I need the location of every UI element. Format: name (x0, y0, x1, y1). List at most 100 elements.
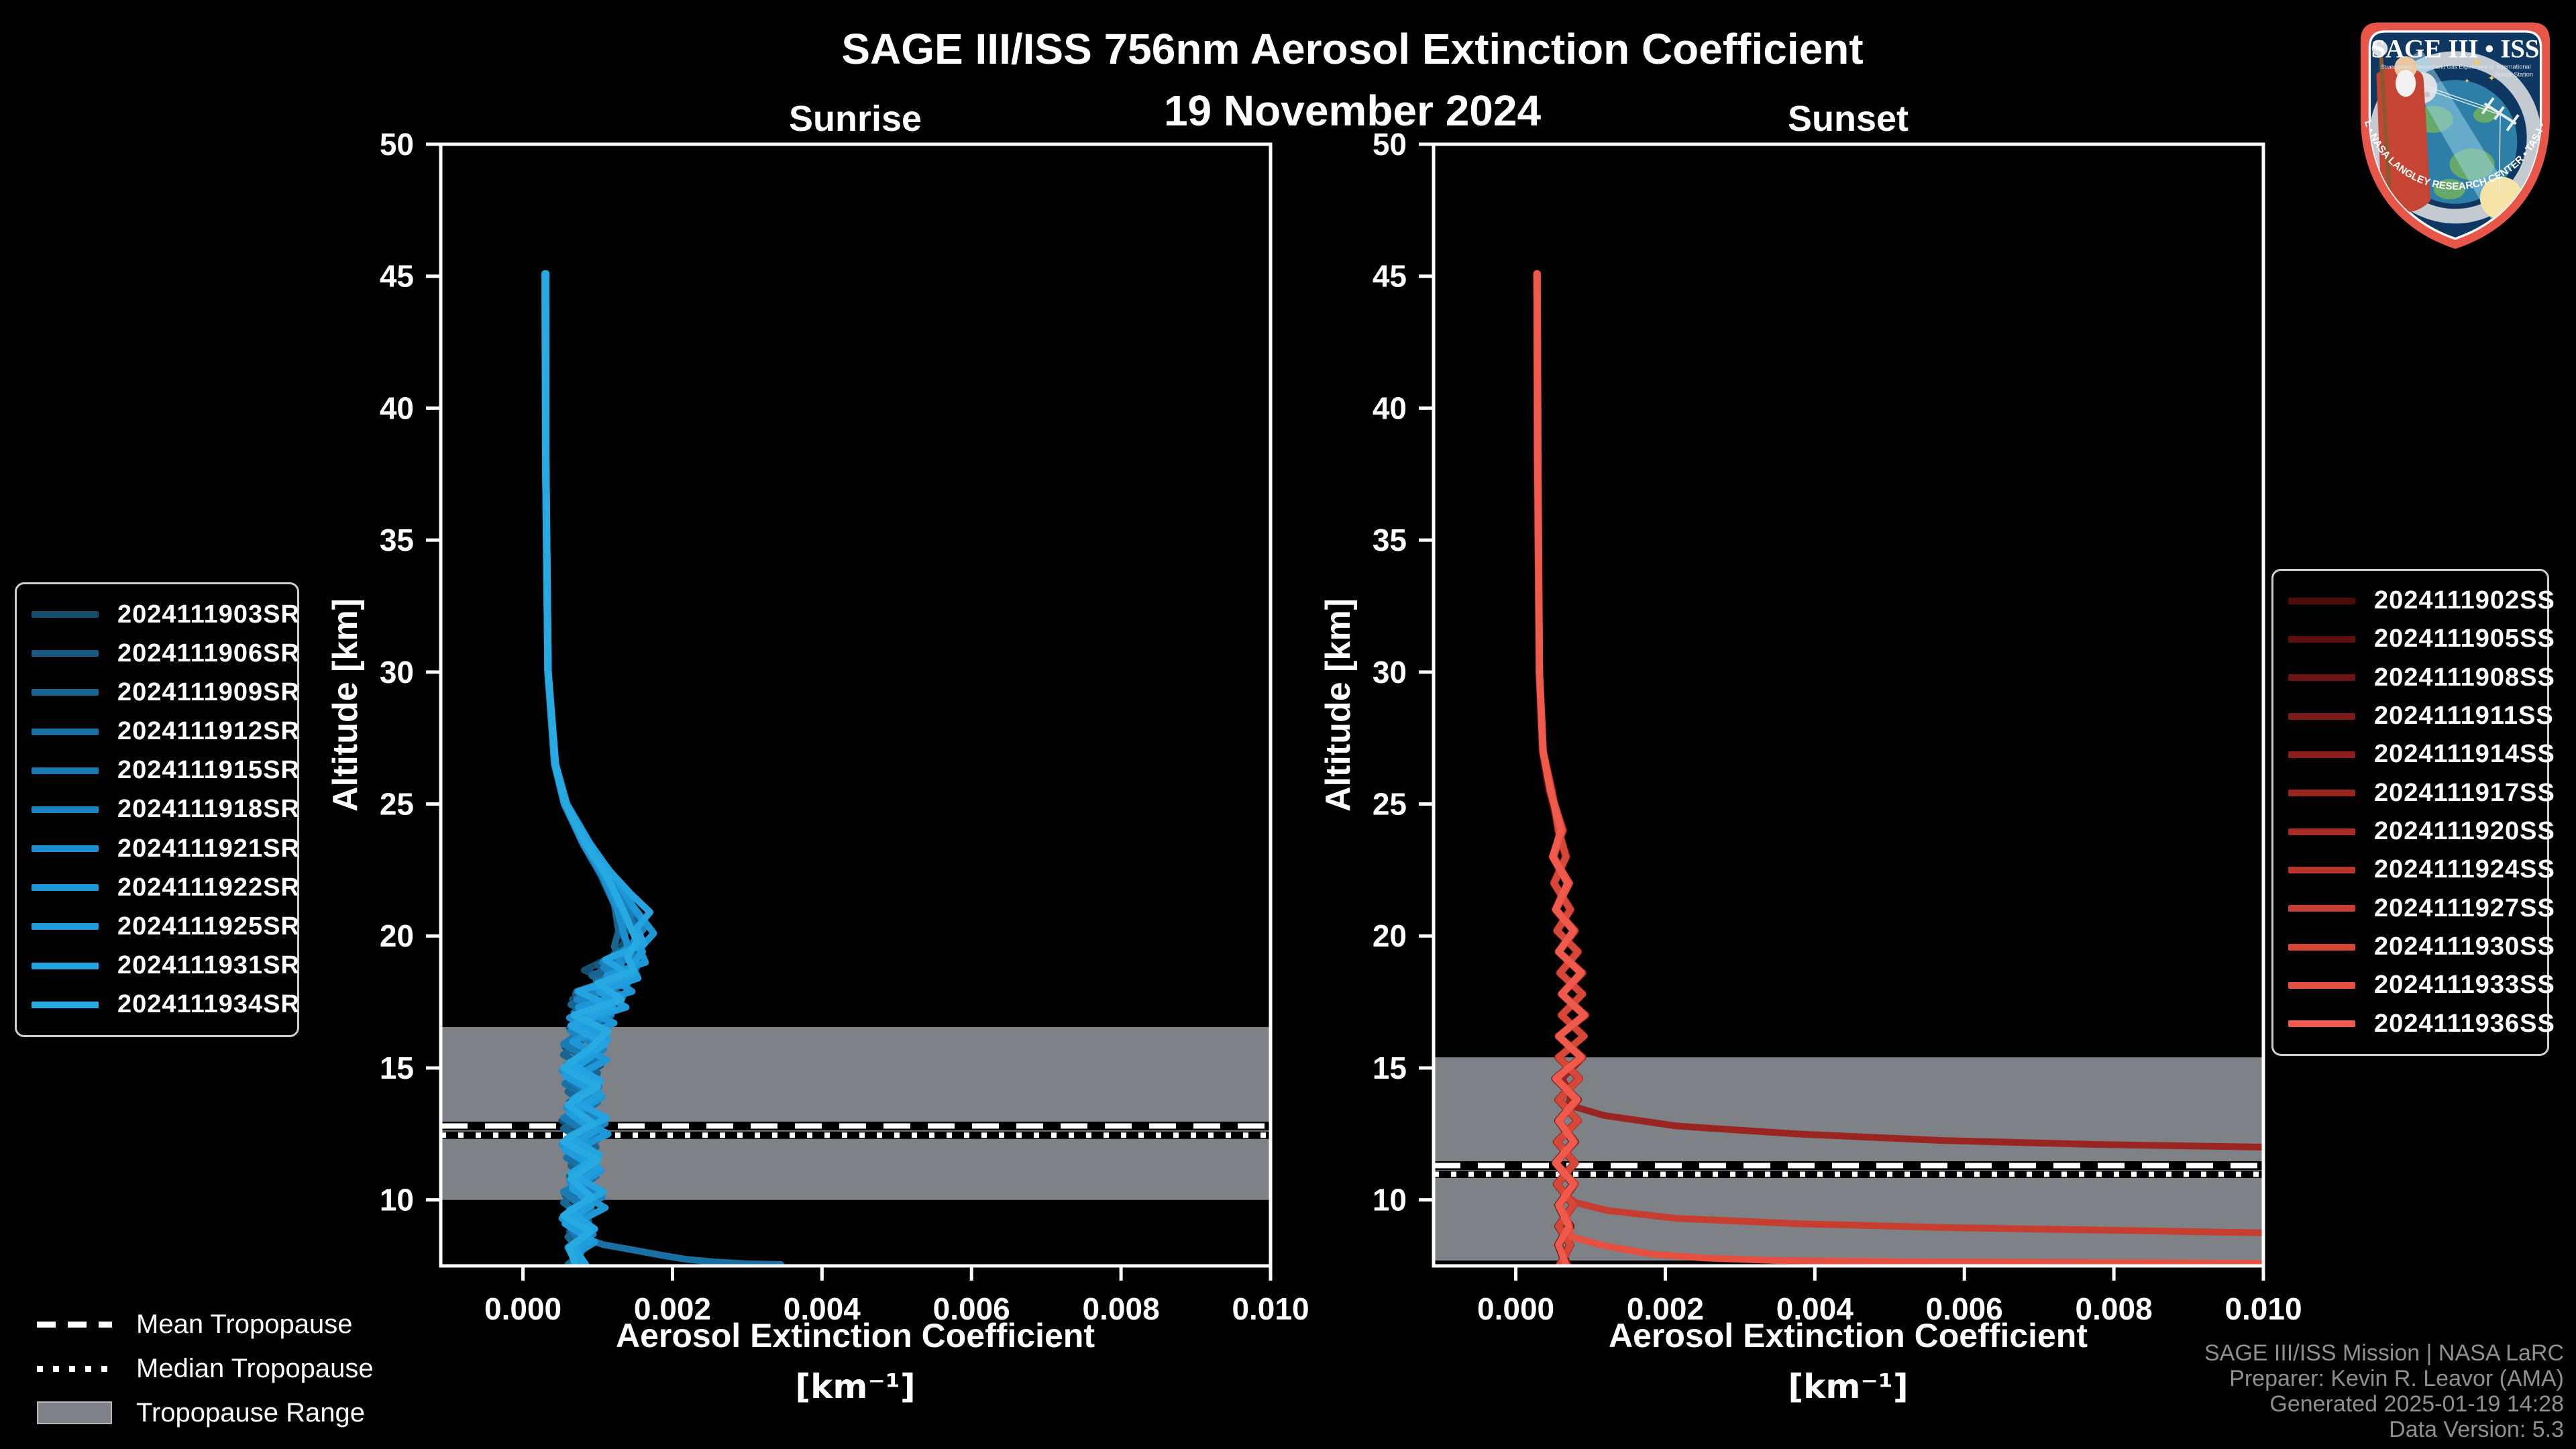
legend-item: 2024111917SS (2288, 779, 2555, 808)
legend-item-label: 2024111911SS (2374, 702, 2554, 731)
legend-item-label: 2024111903SR (117, 600, 300, 629)
logo-subtitle-iss-2: Space Station (2495, 71, 2533, 78)
legend-item: 2024111927SS (2288, 894, 2555, 923)
sunrise-x-axis-unit: [km⁻¹] (795, 1367, 916, 1406)
credit-generated: Generated 2025-01-19 14:28 (2269, 1391, 2564, 1417)
legend-item: 2024111902SS (2288, 586, 2555, 615)
legend-line-swatch (32, 806, 99, 813)
legend-item-label: 2024111925SR (117, 912, 300, 941)
legend-line-swatch (32, 728, 99, 735)
legend-line-swatch (2288, 1020, 2355, 1028)
legend-item: 2024111908SS (2288, 663, 2555, 692)
legend-item: 2024111915SR (32, 756, 299, 785)
legend-item: 2024111930SS (2288, 932, 2555, 961)
tropopause-range-legend-item: Tropopause Range (37, 1398, 374, 1428)
iss-icon (2481, 97, 2520, 131)
sunset-x-axis-label: Aerosol Extinction Coefficient (1609, 1317, 2088, 1354)
svg-text:0.000: 0.000 (484, 1291, 561, 1326)
sunrise-plot: 0.000 0.002 0.004 0.006 0.008 0.010 50 45 40 35 30… (380, 127, 1309, 1326)
legend-line-swatch (32, 767, 99, 774)
svg-text:✦: ✦ (2471, 55, 2483, 71)
legend-line-swatch (32, 884, 99, 892)
legend-line-swatch (32, 689, 99, 696)
credits-block: SAGE III/ISS Mission | NASA LaRC Prepare… (2204, 1340, 2564, 1442)
legend-line-swatch (32, 845, 99, 853)
legend-line-swatch (32, 611, 99, 619)
legend-item-label: 2024111927SS (2374, 894, 2555, 922)
sunset-panel-title: Sunset (1787, 99, 1909, 139)
gray-patch-swatch (37, 1401, 112, 1424)
legend-item-label: 2024111934SR (117, 990, 300, 1019)
sage-iss-mission-logo: ✦ ✦ ✦ SAGE III • ISS Stratospheric Aeros… (2343, 7, 2551, 249)
svg-text:0.004: 0.004 (1776, 1291, 1854, 1326)
median-tropopause-legend-item: Median Tropopause (37, 1354, 374, 1383)
svg-text:50: 50 (380, 127, 414, 162)
svg-text:10: 10 (1373, 1183, 1407, 1218)
svg-text:25: 25 (1373, 787, 1407, 822)
svg-text:0.008: 0.008 (1083, 1291, 1160, 1326)
tropopause-legend: Mean Tropopause Median Tropopause Tropop… (37, 1309, 374, 1428)
legend-item: 2024111934SR (32, 990, 299, 1019)
legend-item-label: 2024111920SS (2374, 817, 2555, 846)
svg-text:30: 30 (380, 655, 414, 690)
svg-text:✦: ✦ (2488, 74, 2496, 84)
legend-item-label: 2024111918SR (117, 795, 300, 824)
legend-line-swatch (32, 650, 99, 657)
legend-line-swatch (2288, 828, 2355, 835)
legend-item: 2024111918SR (32, 795, 299, 824)
legend-item: 2024111906SR (32, 639, 299, 668)
svg-text:20: 20 (380, 918, 414, 953)
svg-text:0.006: 0.006 (933, 1291, 1010, 1326)
legend-item-label: 2024111908SS (2374, 663, 2555, 692)
legend-item-label: 2024111915SR (117, 756, 300, 785)
legend-item-label: 2024111936SS (2374, 1009, 2555, 1038)
legend-line-swatch (2288, 981, 2355, 989)
credit-mission: SAGE III/ISS Mission | NASA LaRC (2204, 1340, 2564, 1366)
dashed-line-swatch (37, 1321, 112, 1328)
legend-item: 2024111925SR (32, 912, 299, 941)
svg-text:30: 30 (1373, 655, 1407, 690)
legend-item-label: 2024111909SR (117, 678, 300, 706)
sunrise-x-axis-label: Aerosol Extinction Coefficient (616, 1317, 1095, 1354)
legend-line-swatch (32, 962, 99, 969)
svg-text:50: 50 (1373, 127, 1407, 162)
legend-item-label: 2024111921SR (117, 834, 300, 863)
legend-item: 2024111912SR (32, 717, 299, 746)
sunrise-panel-title: Sunrise (788, 99, 922, 139)
legend-item-label: 2024111922SR (117, 873, 300, 902)
logo-title: SAGE III • ISS (2371, 36, 2540, 64)
legend-line-swatch (2288, 751, 2355, 758)
legend-line-swatch (2288, 866, 2355, 873)
svg-text:35: 35 (380, 523, 414, 557)
sunrise-legend: 2024111903SR 2024111906SR 2024111909SR 2024… (15, 582, 299, 1037)
legend-item: 2024111903SR (32, 600, 299, 629)
median-tropopause-label: Median Tropopause (136, 1353, 374, 1383)
legend-line-swatch (32, 923, 99, 930)
legend-item-label: 2024111914SS (2374, 740, 2555, 769)
logo-subtitle-iss-1: International (2497, 63, 2531, 70)
legend-item-label: 2024111912SR (117, 717, 300, 746)
logo-figure (2371, 40, 2431, 213)
legend-item: 2024111921SR (32, 835, 299, 863)
svg-text:20: 20 (1373, 918, 1407, 953)
svg-text:0.004: 0.004 (784, 1291, 861, 1326)
svg-text:25: 25 (380, 787, 414, 822)
legend-line-swatch (2288, 712, 2355, 720)
svg-text:0.000: 0.000 (1477, 1291, 1554, 1326)
svg-text:15: 15 (380, 1051, 414, 1085)
sunrise-y-axis-label: Altitude [km] (326, 598, 365, 812)
legend-line-swatch (2288, 597, 2355, 604)
sunset-plot: 0.000 0.002 0.004 0.006 0.008 0.010 50 45 40 35 30… (1373, 127, 2302, 1326)
sunset-legend: 2024111902SS 2024111905SS 2024111908SS 2024… (2271, 569, 2555, 1056)
legend-item: 2024111914SS (2288, 740, 2555, 769)
legend-item-label: 2024111905SS (2374, 625, 2555, 653)
tropopause-range-label: Tropopause Range (136, 1397, 365, 1428)
svg-text:45: 45 (380, 259, 414, 294)
profile-curve-2024111936SS (1533, 270, 1587, 1266)
profile-curve-2024111917SS (1533, 270, 2263, 1150)
date-subtitle: 19 November 2024 (1163, 87, 1542, 135)
svg-text:0.006: 0.006 (1926, 1291, 2003, 1326)
legend-item-label: 2024111917SS (2374, 778, 2555, 807)
logo-stars: ✦ ✦ ✦ (2464, 55, 2496, 86)
svg-text:45: 45 (1373, 259, 1407, 294)
